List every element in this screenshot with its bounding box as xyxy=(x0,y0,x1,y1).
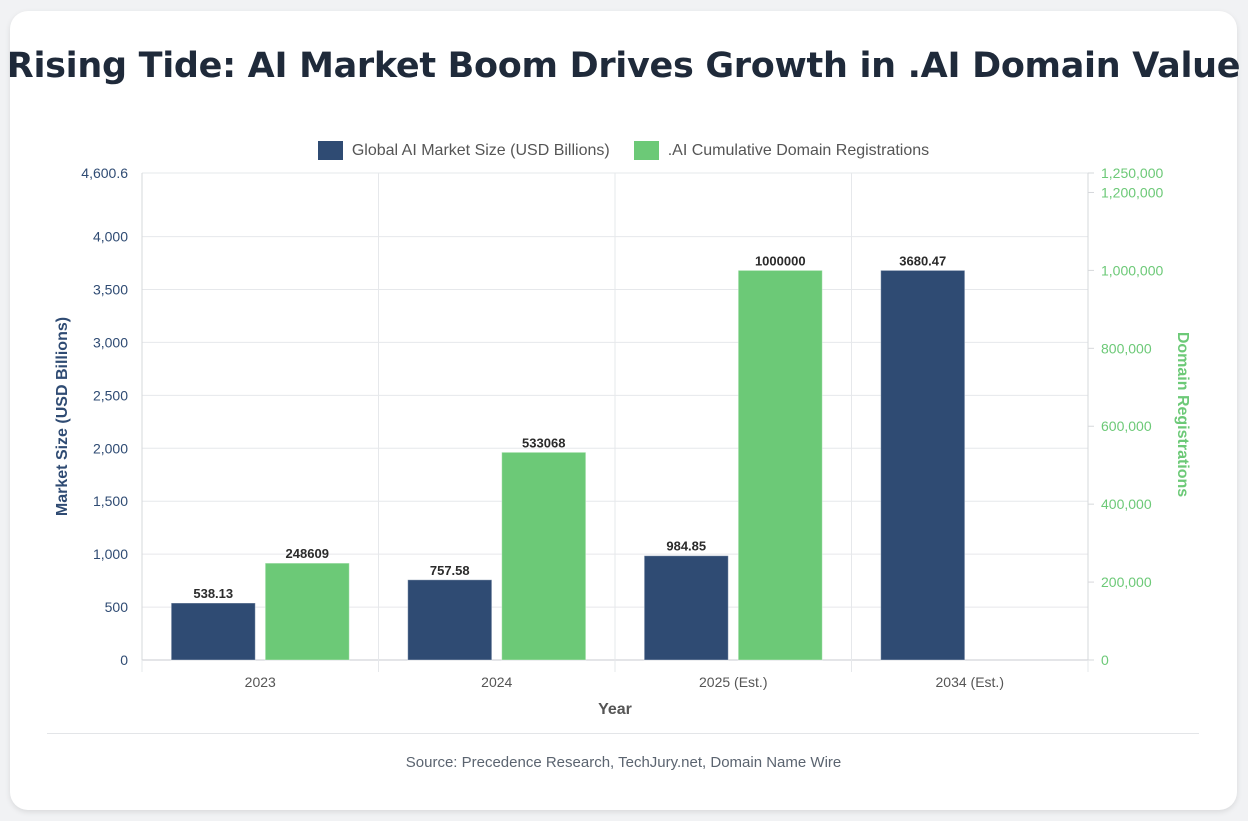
y-tick-label: 2,500 xyxy=(93,387,128,403)
y-tick-label: 2,000 xyxy=(93,440,128,456)
data-label: 538.13 xyxy=(193,586,233,601)
legend-item-domains[interactable]: .AI Cumulative Domain Registrations xyxy=(633,141,930,160)
data-label: 533068 xyxy=(522,435,565,450)
footer-divider xyxy=(47,733,1199,734)
legend-swatch-market xyxy=(317,141,343,160)
data-label: 3680.47 xyxy=(899,253,946,268)
legend-label-market: Global AI Market Size (USD Billions) xyxy=(351,141,610,159)
bar-domains xyxy=(501,451,587,661)
bar-market xyxy=(880,269,966,661)
page-title: Rising Tide: AI Market Boom Drives Growt… xyxy=(6,46,1241,86)
y2-tick-label: 1,200,000 xyxy=(1101,184,1163,200)
x-tick-label: 2034 (Est.) xyxy=(936,674,1004,690)
bar-market xyxy=(170,602,256,661)
bar-domains xyxy=(264,562,350,661)
y2-tick-label: 600,000 xyxy=(1101,418,1152,434)
y-tick-label: 1,000 xyxy=(93,546,128,562)
legend-item-market[interactable]: Global AI Market Size (USD Billions) xyxy=(317,141,610,160)
source-note: Source: Precedence Research, TechJury.ne… xyxy=(405,754,842,771)
x-axis-title: Year xyxy=(598,701,632,718)
y2-tick-label: 1,250,000 xyxy=(1101,165,1163,181)
y-tick-label: 0 xyxy=(120,652,128,668)
y2-tick-label: 800,000 xyxy=(1101,340,1152,356)
y-tick-label: 500 xyxy=(105,599,129,615)
y2-tick-label: 0 xyxy=(1101,652,1109,668)
data-label: 248609 xyxy=(286,546,329,561)
data-label: 757.58 xyxy=(430,563,470,578)
bar-domains xyxy=(737,269,823,661)
bar-market xyxy=(643,555,729,661)
y-tick-label: 4,000 xyxy=(93,229,128,245)
x-tick-label: 2025 (Est.) xyxy=(699,674,767,690)
y-tick-label: 1,500 xyxy=(93,493,128,509)
x-tick-label: 2023 xyxy=(245,674,276,690)
x-tick-label: 2024 xyxy=(481,674,512,690)
legend-swatch-domains xyxy=(633,141,659,160)
chart-legend: Global AI Market Size (USD Billions) .AI… xyxy=(0,141,1247,160)
y-tick-label: 4,600.6 xyxy=(81,165,128,181)
data-label: 984.85 xyxy=(666,539,706,554)
data-label: 1000000 xyxy=(755,253,806,268)
y2-tick-label: 1,000,000 xyxy=(1101,262,1163,278)
y-tick-label: 3,500 xyxy=(93,282,128,298)
y-tick-label: 3,000 xyxy=(93,334,128,350)
y2-tick-label: 200,000 xyxy=(1101,574,1152,590)
y2-tick-label: 400,000 xyxy=(1101,496,1152,512)
bar-market xyxy=(407,579,493,661)
chart-card xyxy=(10,11,1237,810)
y-axis-title: Market Size (USD Billions) xyxy=(54,317,71,516)
y2-axis-title: Domain Registrations xyxy=(1174,332,1191,497)
legend-label-domains: .AI Cumulative Domain Registrations xyxy=(667,141,930,159)
